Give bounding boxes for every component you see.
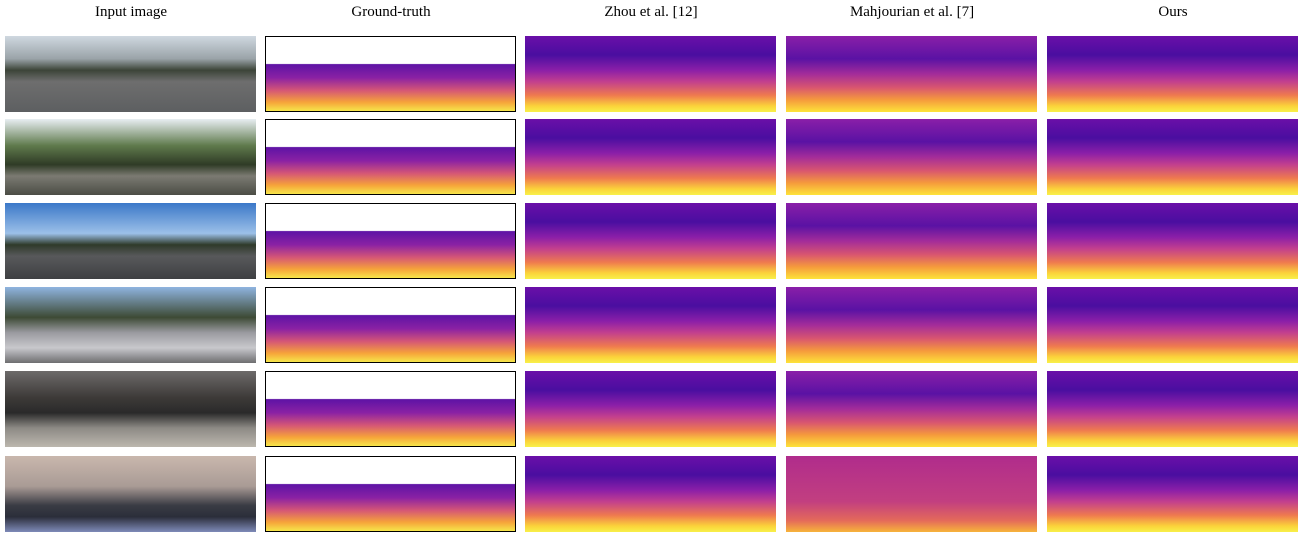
depth-map	[525, 456, 776, 532]
depth-map	[786, 287, 1037, 363]
depth-map	[525, 287, 776, 363]
depth-map	[525, 203, 776, 279]
depth-map	[525, 371, 776, 447]
column-header: Zhou et al. [12]	[525, 4, 777, 21]
figure: Input image Ground-truth Zhou et al. [12…	[0, 0, 1302, 534]
ground-truth-map	[265, 203, 516, 279]
depth-map	[786, 203, 1037, 279]
ground-truth-map	[265, 119, 516, 195]
depth-map	[786, 36, 1037, 112]
ground-truth-map	[265, 456, 516, 532]
ground-truth-map	[265, 371, 516, 447]
input-image	[5, 119, 256, 195]
depth-map	[1047, 371, 1298, 447]
column-header: Input image	[5, 4, 257, 21]
depth-map	[1047, 36, 1298, 112]
depth-map	[525, 36, 776, 112]
depth-map	[1047, 203, 1298, 279]
input-image	[5, 203, 256, 279]
depth-map	[1047, 287, 1298, 363]
input-image	[5, 36, 256, 112]
depth-map	[786, 371, 1037, 447]
ground-truth-map	[265, 36, 516, 112]
depth-map	[525, 119, 776, 195]
ground-truth-map	[265, 287, 516, 363]
depth-map	[1047, 119, 1298, 195]
depth-map	[786, 119, 1037, 195]
input-image	[5, 456, 256, 532]
depth-map	[786, 456, 1037, 532]
column-header: Ours	[1047, 4, 1299, 21]
input-image	[5, 371, 256, 447]
depth-map	[1047, 456, 1298, 532]
input-image	[5, 287, 256, 363]
column-header: Mahjourian et al. [7]	[786, 4, 1038, 21]
column-header: Ground-truth	[265, 4, 517, 21]
